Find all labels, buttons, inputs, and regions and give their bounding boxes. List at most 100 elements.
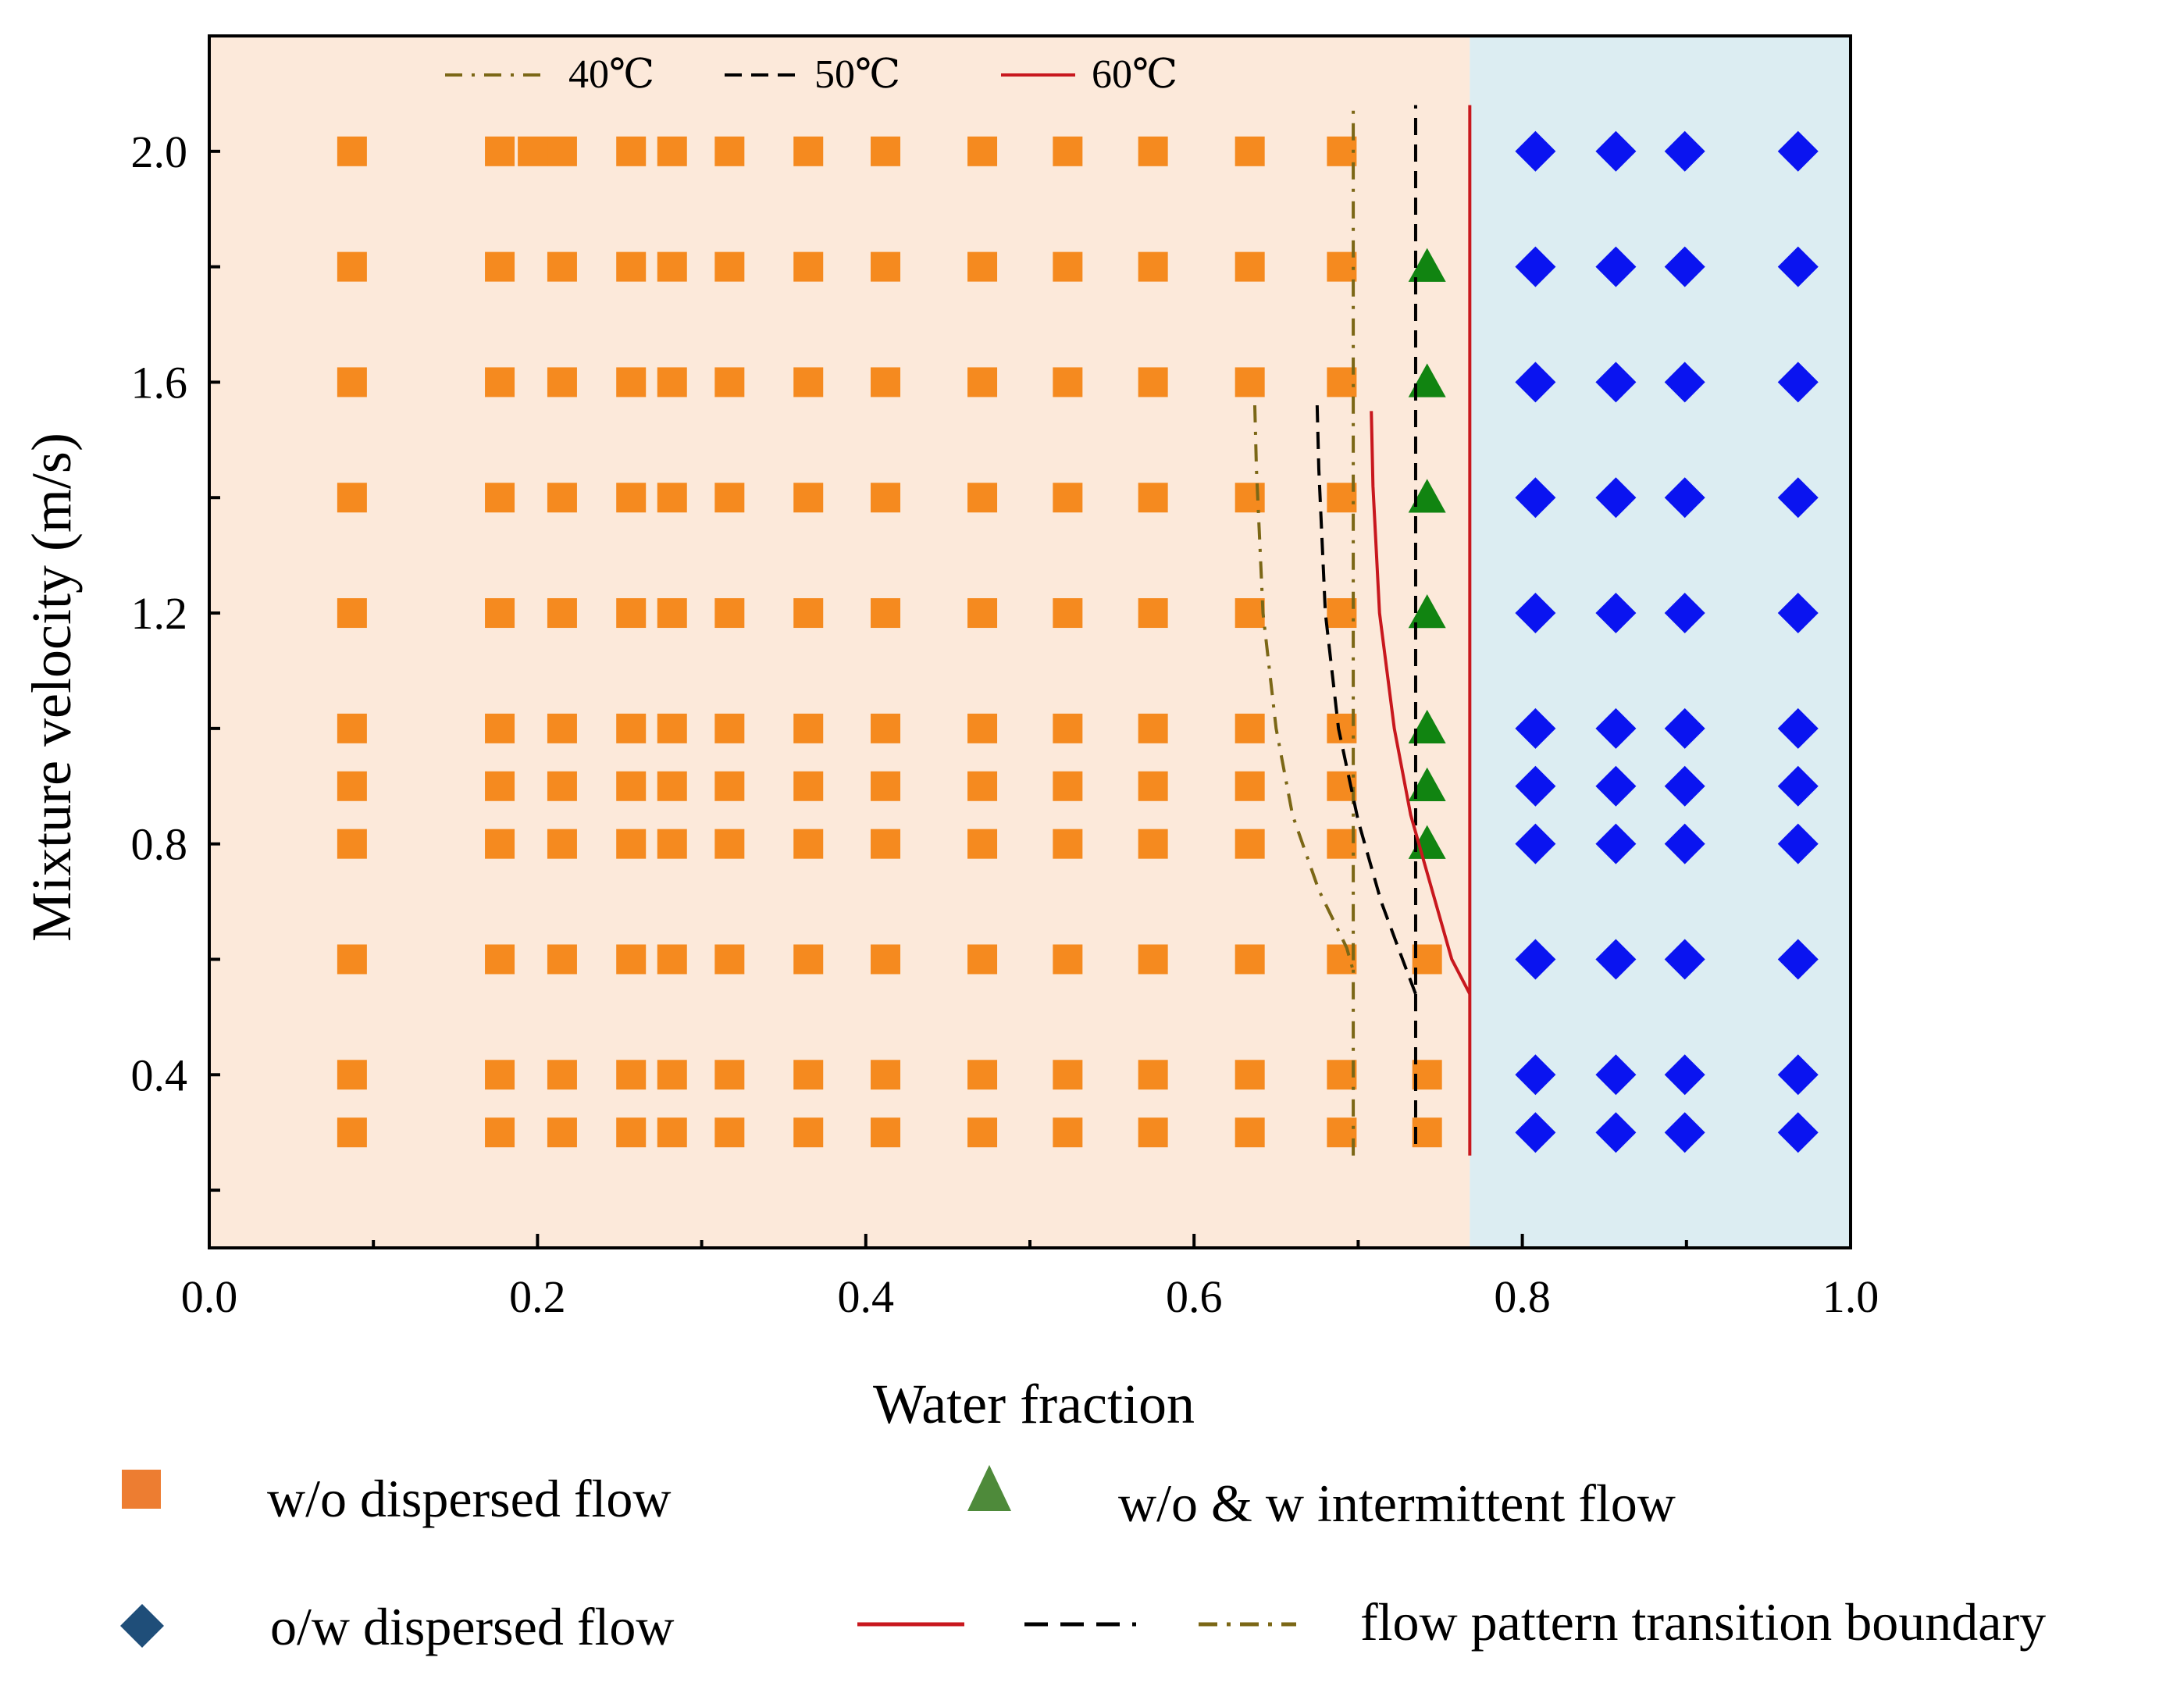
square-point-0-115: [1138, 771, 1168, 801]
square-point-0-131: [1235, 251, 1265, 282]
square-point-0-49: [657, 771, 687, 801]
square-point-0-45: [657, 1117, 687, 1148]
square-point-0-21: [485, 136, 515, 166]
square-point-0-118: [1138, 483, 1168, 513]
diamond-point-2-10: [1515, 130, 1556, 172]
boundary-curve-2: [1370, 411, 1472, 995]
y-tick-label: 0.4: [131, 1050, 188, 1100]
diamond-point-2-3: [1515, 823, 1556, 864]
square-point-0-32: [547, 136, 577, 166]
square-point-0-126: [1235, 771, 1265, 801]
x-tick-label: 0.8: [1494, 1271, 1551, 1322]
diamond-point-2-8: [1515, 362, 1556, 403]
square-point-0-78: [871, 1117, 901, 1148]
square-point-0-90: [967, 1060, 998, 1090]
square-point-0-97: [967, 367, 998, 397]
region-1: [1470, 36, 1851, 1248]
square-point-0-113: [1138, 944, 1168, 975]
square-point-0-2: [337, 944, 367, 975]
square-point-0-20: [485, 251, 515, 282]
square-point-0-92: [967, 829, 998, 859]
square-point-0-55: [657, 136, 687, 166]
diamond-point-2-41: [1777, 362, 1819, 403]
legend-o-w-dispersed: o/w dispersed flow: [270, 1597, 674, 1656]
diamond-point-2-12: [1595, 1054, 1637, 1096]
square-point-0-0: [337, 1117, 367, 1148]
square-point-0-110: [1053, 136, 1083, 166]
square-point-0-59: [714, 829, 745, 859]
square-point-0-37: [616, 829, 647, 859]
diamond-point-2-18: [1595, 477, 1637, 519]
y-tick-label: 0.8: [131, 819, 188, 870]
diamond-point-2-4: [1515, 765, 1556, 807]
diamond-point-2-13: [1595, 939, 1637, 980]
square-point-0-132: [1235, 136, 1265, 166]
square-point-0-28: [547, 598, 577, 629]
diamond-point-2-39: [1777, 593, 1819, 634]
diamond-point-2-31: [1664, 246, 1705, 287]
square-point-0-60: [714, 771, 745, 801]
square-point-0-81: [871, 829, 901, 859]
diamond-point-2-17: [1595, 593, 1637, 634]
diamond-point-2-16: [1595, 707, 1637, 749]
diamond-point-2-43: [1777, 130, 1819, 172]
diamond-point-2-38: [1777, 707, 1819, 749]
square-point-0-133: [1327, 1117, 1357, 1148]
square-point-0-119: [1138, 367, 1168, 397]
square-point-0-69: [793, 944, 824, 975]
triangle-point-1-5: [1408, 363, 1446, 397]
square-point-0-121: [1138, 136, 1168, 166]
data-markers: [337, 130, 1819, 1153]
square-point-0-76: [793, 251, 824, 282]
square-point-0-18: [485, 483, 515, 513]
square-point-0-141: [1327, 367, 1357, 397]
square-point-0-85: [871, 483, 901, 513]
square-point-0-134: [1327, 1060, 1357, 1090]
diamond-point-2-40: [1777, 477, 1819, 519]
square-point-0-98: [967, 251, 998, 282]
square-point-0-99: [967, 136, 998, 166]
diamond-point-2-5: [1515, 707, 1556, 749]
square-point-0-58: [714, 944, 745, 975]
diamond-point-2-21: [1595, 130, 1637, 172]
diamond-point-2-11: [1595, 1112, 1637, 1153]
square-point-0-95: [967, 598, 998, 629]
legend-boundary-label: flow pattern transition boundary: [1360, 1592, 2046, 1652]
square-point-0-116: [1138, 713, 1168, 743]
square-point-0-140: [1327, 483, 1357, 513]
square-point-0-25: [547, 829, 577, 859]
diamond-point-2-29: [1664, 477, 1705, 519]
square-point-0-27: [547, 713, 577, 743]
square-point-0-80: [871, 944, 901, 975]
diamond-point-2-37: [1777, 765, 1819, 807]
square-point-0-82: [871, 771, 901, 801]
square-point-0-142: [1327, 251, 1357, 282]
axes: [208, 34, 1852, 1249]
square-point-0-39: [616, 713, 647, 743]
square-point-0-62: [714, 598, 745, 629]
y-axis-title: Mixture velocity (m/s): [20, 433, 83, 942]
square-point-0-34: [616, 1117, 647, 1148]
square-point-0-106: [1053, 598, 1083, 629]
square-point-0-139: [1327, 598, 1357, 629]
square-point-0-9: [337, 251, 367, 282]
square-point-0-125: [1235, 829, 1265, 859]
square-point-0-72: [793, 713, 824, 743]
diamond-point-2-0: [1515, 1112, 1556, 1153]
square-point-0-14: [485, 829, 515, 859]
square-point-0-136: [1327, 829, 1357, 859]
square-point-0-36: [616, 944, 647, 975]
tick-labels: 0.0 0.2 0.4 0.6 0.8 1.0 0.4 0.8 1.2 1.6 2.0: [131, 127, 1879, 1322]
square-point-0-84: [871, 598, 901, 629]
square-point-0-22: [547, 1117, 577, 1148]
square-point-0-42: [616, 367, 647, 397]
diamond-point-2-34: [1777, 1054, 1819, 1096]
square-point-0-101: [1053, 1060, 1083, 1090]
square-point-0-130: [1235, 367, 1265, 397]
y-tick-label: 1.2: [131, 588, 188, 639]
square-point-0-120: [1138, 251, 1168, 282]
y-tick-label: 1.6: [131, 357, 188, 408]
triangle-point-1-2: [1408, 709, 1446, 744]
square-point-0-1: [337, 1060, 367, 1090]
square-point-0-16: [485, 713, 515, 743]
